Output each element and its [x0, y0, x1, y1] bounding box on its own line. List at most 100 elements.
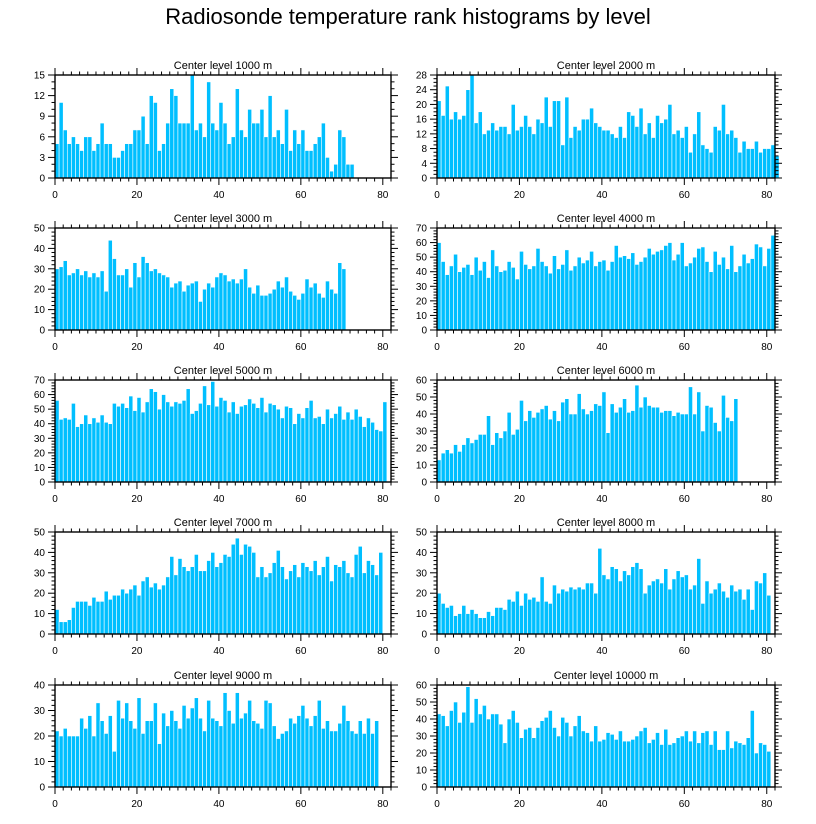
bar: [71, 735, 76, 788]
bar: [222, 554, 228, 635]
y-tick-label: 40: [34, 244, 46, 255]
bar: [316, 136, 322, 179]
x-tick-label: 0: [52, 646, 58, 657]
y-tick-label: 4: [421, 159, 427, 170]
bar: [725, 133, 730, 179]
bar: [638, 730, 644, 788]
bar: [457, 451, 463, 483]
bar: [469, 274, 475, 331]
bar: [112, 157, 117, 179]
bar: [312, 560, 318, 635]
x-tick-label: 40: [213, 646, 225, 657]
bar: [185, 717, 191, 788]
bar: [642, 133, 648, 179]
bar: [725, 596, 730, 635]
bar: [519, 400, 524, 483]
bar: [280, 733, 285, 788]
bar: [494, 607, 500, 635]
bar: [79, 717, 84, 788]
bar: [477, 434, 483, 483]
bar: [210, 122, 216, 179]
bar: [465, 264, 471, 331]
bar: [634, 384, 640, 483]
bar: [337, 722, 343, 788]
bar-series: [436, 234, 776, 331]
bar: [128, 286, 134, 331]
y-tick-label: 10: [34, 463, 46, 474]
bar: [556, 100, 561, 179]
bar: [684, 730, 689, 788]
bar: [58, 266, 64, 331]
bar: [275, 738, 281, 788]
bar: [543, 716, 549, 788]
bar: [337, 262, 343, 331]
bar: [198, 570, 203, 635]
bar: [341, 136, 347, 179]
bar: [655, 251, 660, 331]
bar: [99, 720, 105, 788]
y-tick-label: 50: [34, 405, 46, 416]
bar: [263, 699, 269, 788]
bar: [247, 699, 252, 788]
y-tick-label: 30: [416, 427, 428, 438]
bar: [535, 727, 541, 788]
bar: [382, 401, 388, 483]
x-tick-label: 80: [761, 494, 773, 505]
y-tick-label: 40: [416, 410, 428, 421]
bar: [568, 137, 574, 179]
bar: [132, 262, 138, 331]
bar: [679, 413, 685, 483]
bar: [482, 434, 487, 483]
bar: [688, 588, 693, 635]
bar: [194, 410, 199, 483]
x-tick-label: 20: [514, 494, 526, 505]
bar: [700, 732, 706, 788]
bar: [638, 568, 644, 635]
bar: [259, 109, 265, 179]
bar: [234, 692, 240, 788]
bar: [275, 129, 281, 179]
bar: [510, 104, 516, 179]
bar: [646, 584, 652, 635]
bar: [552, 410, 557, 483]
bar: [613, 137, 619, 179]
bar: [531, 596, 537, 635]
bar: [140, 733, 146, 788]
bar: [271, 288, 277, 331]
bar: [251, 403, 257, 483]
bar: [560, 264, 566, 331]
x-tick-label: 20: [514, 342, 526, 353]
y-tick-label: 10: [34, 757, 46, 768]
bar: [556, 420, 561, 483]
bar: [173, 401, 179, 483]
bar: [194, 697, 199, 788]
bar: [230, 278, 236, 331]
bar: [275, 550, 281, 635]
bar: [292, 423, 298, 483]
bar: [198, 122, 203, 179]
bar: [766, 750, 772, 788]
bar: [116, 594, 121, 635]
bar: [758, 582, 763, 635]
bar: [745, 148, 751, 179]
bar: [482, 261, 487, 331]
bar: [226, 143, 232, 179]
x-tick-label: 80: [761, 190, 773, 201]
bar: [275, 280, 281, 331]
bar: [515, 722, 520, 788]
bar: [721, 394, 726, 483]
bar: [651, 137, 656, 179]
bar: [675, 253, 681, 331]
bar: [477, 111, 483, 179]
bar: [560, 144, 566, 179]
bar: [95, 421, 101, 483]
bar: [523, 728, 528, 788]
bar: [568, 586, 574, 635]
bar: [473, 256, 479, 331]
bar: [519, 126, 524, 179]
bar: [366, 717, 371, 788]
bar: [300, 705, 306, 788]
bar: [543, 96, 549, 179]
bar: [671, 415, 677, 483]
